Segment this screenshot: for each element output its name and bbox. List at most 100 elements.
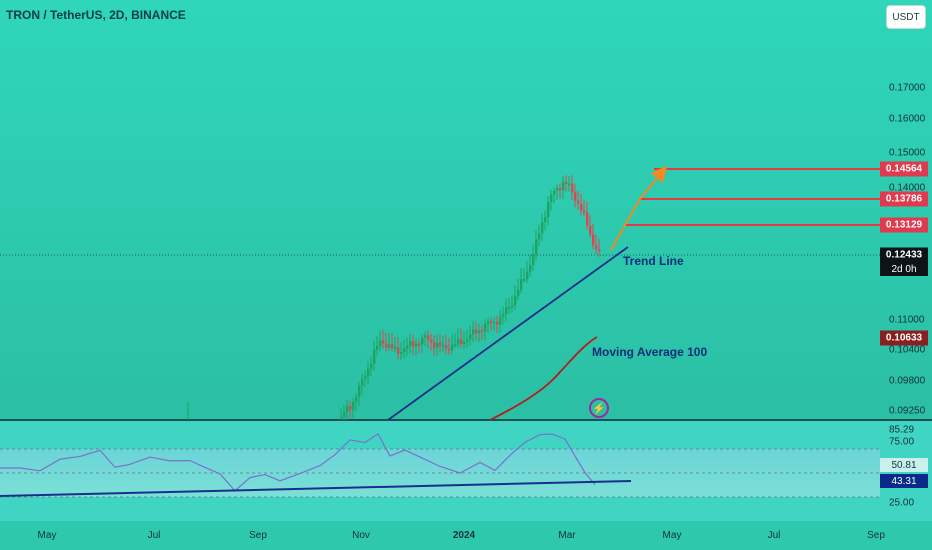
candle-body xyxy=(511,305,514,308)
trend-line[interactable] xyxy=(387,246,629,421)
candle-body xyxy=(493,321,496,324)
rsi-line xyxy=(0,433,596,492)
moving-average-label[interactable]: Moving Average 100 xyxy=(592,345,708,359)
candle-body xyxy=(424,335,427,338)
candle-body xyxy=(472,329,475,335)
candle-body xyxy=(580,203,583,211)
candle-body xyxy=(547,201,550,218)
candle-body xyxy=(433,342,436,348)
candle-body xyxy=(529,264,532,272)
candle-body xyxy=(586,212,589,226)
price-tick: 0.09800 xyxy=(889,375,926,387)
time-tick: 2024 xyxy=(452,530,476,541)
candle-body xyxy=(499,316,502,325)
candle-body xyxy=(592,234,595,246)
candle-body xyxy=(418,343,421,346)
time-tick: Nov xyxy=(352,530,370,541)
candle-body xyxy=(475,329,478,334)
rsi-trend-line[interactable] xyxy=(0,480,632,497)
candle-body xyxy=(556,187,559,191)
candle-body xyxy=(415,343,418,347)
target-price-badge-1: 0.14564 xyxy=(880,161,928,177)
candle-body xyxy=(535,239,538,255)
rsi-value-badge: 43.31 xyxy=(880,474,928,488)
candle-body xyxy=(412,341,415,347)
candle-body xyxy=(517,289,520,296)
current-price-badge: 0.12433 xyxy=(880,247,928,263)
lightning-icon[interactable]: ⚡ xyxy=(589,398,609,418)
candle-body xyxy=(571,183,574,193)
price-tick: 0.11000 xyxy=(889,314,925,326)
time-tick: May xyxy=(662,530,682,541)
candle-body xyxy=(487,321,490,324)
candle-body xyxy=(406,345,409,349)
candle-body xyxy=(568,183,571,186)
candle-body xyxy=(502,313,505,317)
candle-body xyxy=(430,339,433,343)
currency-button[interactable]: USDT xyxy=(886,5,926,29)
candle-body xyxy=(574,192,577,201)
candle-body xyxy=(583,210,586,213)
time-tick: Sep xyxy=(867,530,885,541)
candle-body xyxy=(523,279,526,281)
candle-body xyxy=(496,321,499,325)
candle-body xyxy=(388,344,391,348)
candle-body xyxy=(454,344,457,347)
candle-body xyxy=(514,295,517,306)
candle-body xyxy=(508,307,511,309)
candle-body xyxy=(559,187,562,191)
candle-body xyxy=(478,330,481,334)
candle-body xyxy=(481,330,484,332)
candle-body xyxy=(532,254,535,265)
candle-body xyxy=(505,307,508,314)
candle-body xyxy=(469,334,472,340)
candle-body xyxy=(463,341,466,344)
candle-body xyxy=(565,181,568,184)
ma100-price-badge: 0.10633 xyxy=(880,330,928,346)
time-tick: Jul xyxy=(147,530,161,541)
time-tick: Mar xyxy=(558,530,576,541)
candle-body xyxy=(382,340,385,344)
candle-body xyxy=(445,345,448,349)
target-price-badge-3: 0.13129 xyxy=(880,217,928,233)
candle-body xyxy=(526,271,529,280)
candle-body xyxy=(394,347,397,350)
chart-title: TRON / TetherUS, 2D, BINANCE xyxy=(6,8,186,22)
price-tick: 0.14000 xyxy=(889,182,926,194)
rsi-tick: 75.00 xyxy=(889,436,915,448)
candle-body xyxy=(484,323,487,332)
price-tick: 0.15000 xyxy=(889,147,926,159)
moving-average-100-line[interactable] xyxy=(489,336,598,421)
projection-arrow[interactable] xyxy=(610,165,668,251)
candle-body xyxy=(541,222,544,234)
time-tick: Jul xyxy=(767,530,781,541)
candle-body xyxy=(379,340,382,346)
rsi-tick: 25.00 xyxy=(889,497,915,509)
candle-body xyxy=(448,348,451,351)
candle-body xyxy=(595,245,598,250)
candle-body xyxy=(367,368,370,377)
candle-body xyxy=(385,343,388,348)
time-axis-background xyxy=(0,521,932,550)
candle-body xyxy=(490,321,493,323)
price-tick: 0.16000 xyxy=(889,113,926,125)
price-pane-background xyxy=(0,0,932,420)
candle-body xyxy=(577,200,580,204)
time-tick: May xyxy=(37,530,57,541)
bar-countdown: 2d 0h xyxy=(880,262,928,276)
candle-body xyxy=(427,335,430,340)
candle-body xyxy=(520,279,523,290)
candle-body xyxy=(466,339,469,342)
candle-body xyxy=(355,396,358,403)
candle-body xyxy=(358,385,361,397)
candle-body xyxy=(370,363,373,369)
candle-body xyxy=(562,181,565,191)
candle-body xyxy=(553,190,556,195)
time-tick: Sep xyxy=(249,530,267,541)
rsi-tick: 85.29 xyxy=(889,424,915,436)
candle-body xyxy=(403,348,406,353)
trend-line-label[interactable]: Trend Line xyxy=(623,254,684,268)
candle-body xyxy=(457,339,460,345)
candle-body xyxy=(436,342,439,348)
